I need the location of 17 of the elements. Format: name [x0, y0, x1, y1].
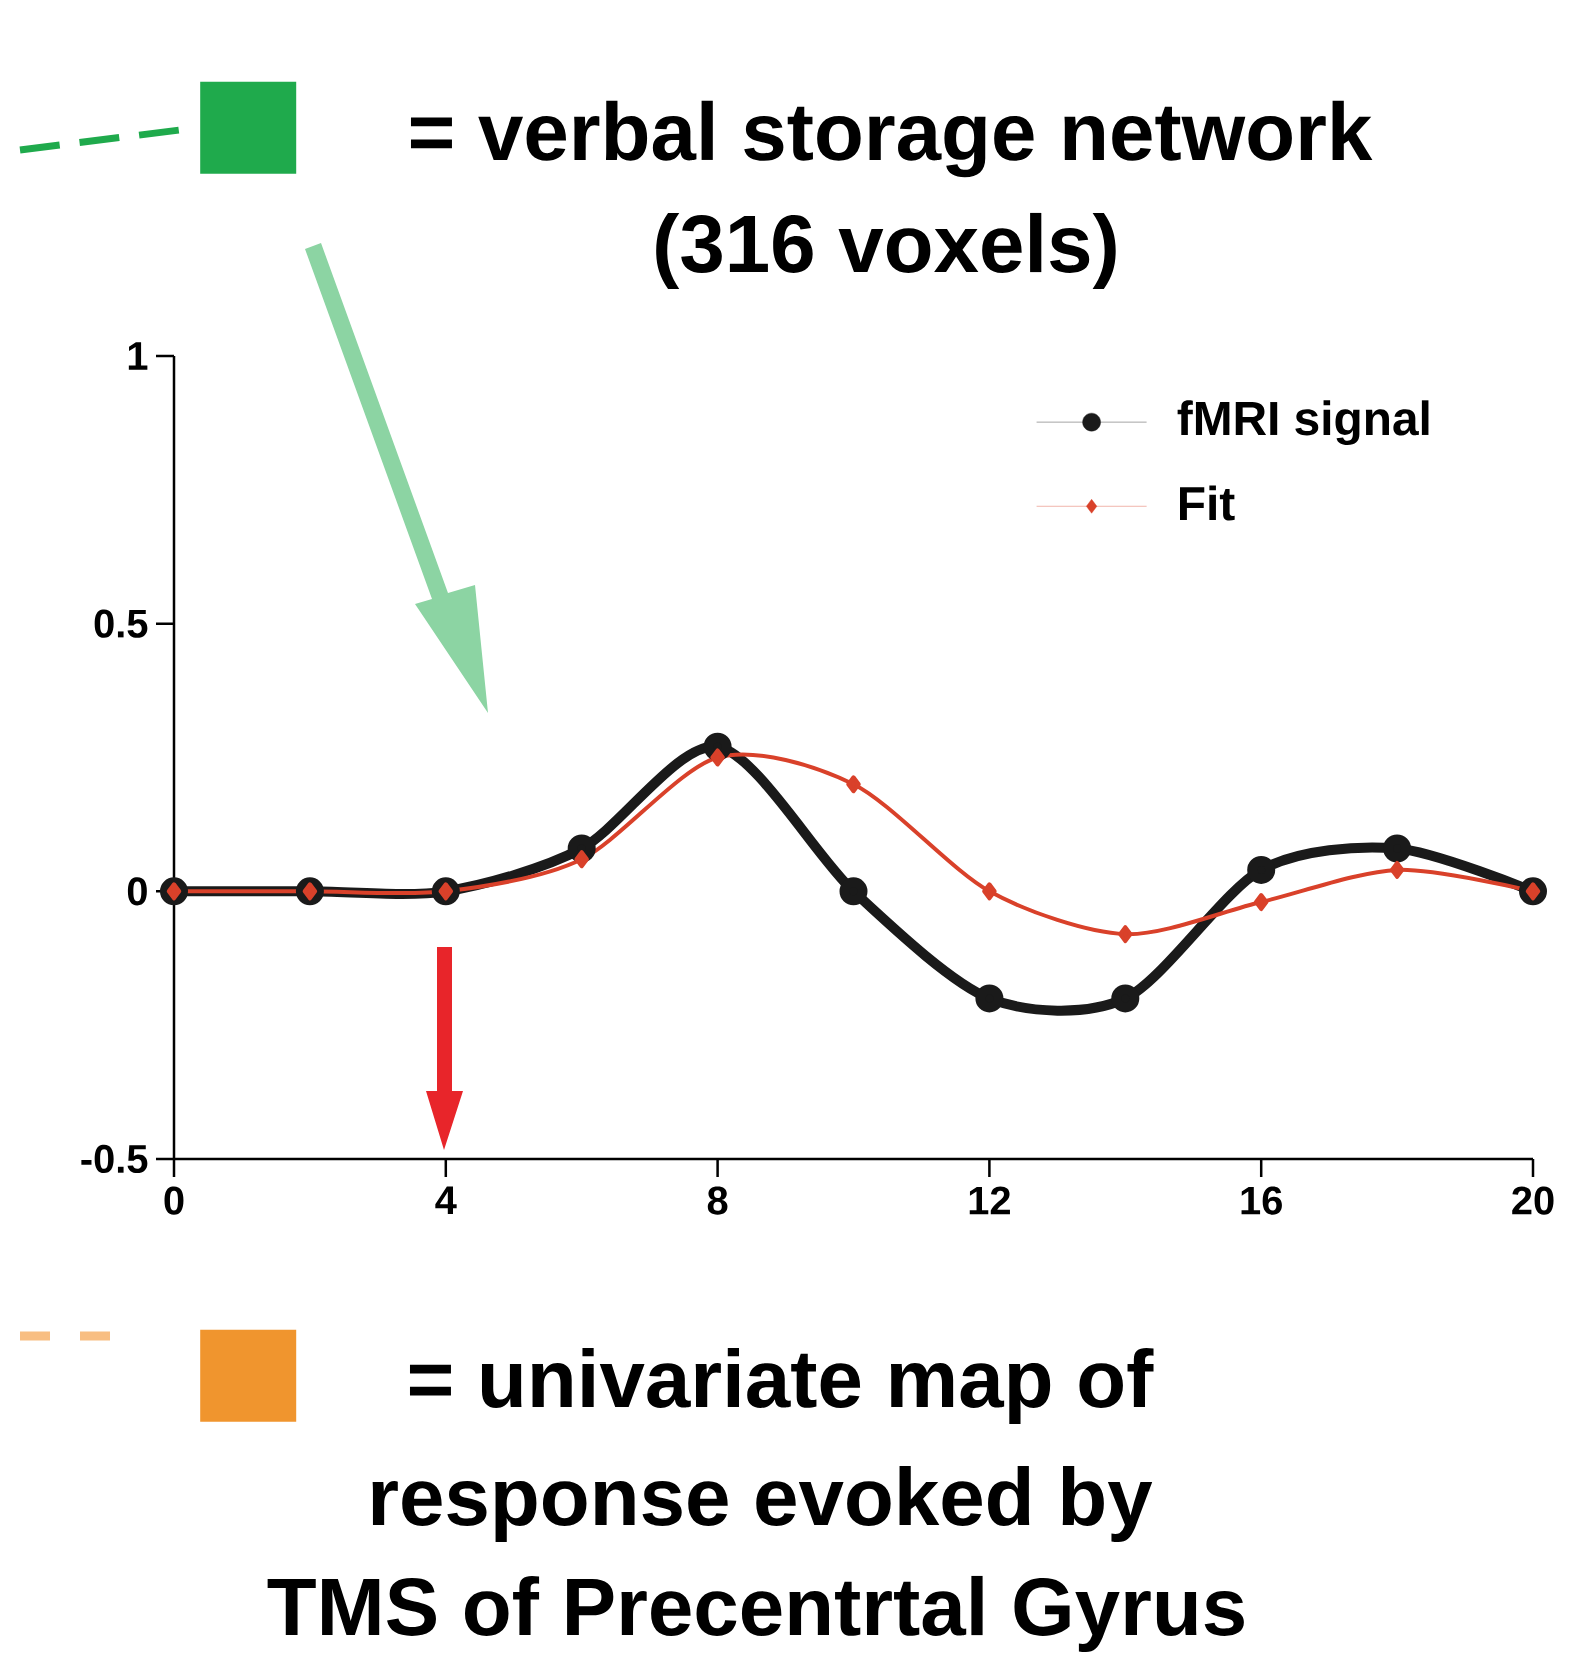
- chart-subtitle: (316 voxels): [656, 212, 1116, 290]
- text: = univariate map of: [409, 1347, 1154, 1425]
- text: response evoked by: [372, 1465, 1153, 1543]
- chart-title: = verbal storage network: [410, 100, 1373, 178]
- legend-label: fMRI signal: [1177, 400, 1429, 446]
- x-tick-label: 12: [969, 1186, 1010, 1215]
- y-tick-label: -0.5: [81, 1144, 148, 1174]
- x-tick-label: 4: [435, 1186, 457, 1214]
- x-tick-label: 0: [164, 1186, 184, 1215]
- x-tick-label: 8: [707, 1186, 728, 1215]
- y-tick-label: 0: [127, 877, 147, 906]
- y-tick-label: 1: [128, 342, 148, 370]
- text: TMS of Precentrtal Gyrus: [267, 1575, 1244, 1653]
- x-tick-label: 20: [1512, 1186, 1554, 1215]
- y-tick-label: 0.5: [94, 609, 148, 638]
- x-tick-label: 16: [1241, 1186, 1282, 1215]
- legend-label: Fit: [1180, 485, 1235, 521]
